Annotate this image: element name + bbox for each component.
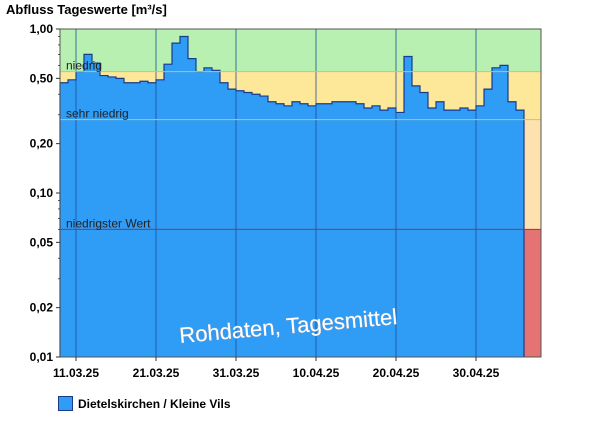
y-tick-label: 0,05: [30, 235, 54, 249]
legend-swatch: [58, 396, 73, 411]
band-label: sehr niedrig: [66, 107, 129, 121]
y-tick-label: 1,00: [30, 22, 54, 36]
x-tick-label: 21.03.25: [133, 366, 180, 380]
y-tick-label: 0,50: [30, 71, 54, 85]
chart-title: Abfluss Tageswerte [m³/s]: [6, 2, 167, 17]
x-tick-label: 10.04.25: [293, 366, 340, 380]
y-tick-label: 0,10: [30, 186, 54, 200]
y-tick-label: 0,02: [30, 301, 54, 315]
y-tick-label: 0,01: [30, 350, 54, 364]
x-tick-label: 20.04.25: [373, 366, 420, 380]
band-normal: [60, 29, 541, 72]
side-strip-lowest: [524, 229, 541, 357]
x-tick-label: 30.04.25: [453, 366, 500, 380]
x-tick-label: 11.03.25: [53, 366, 99, 380]
threshold-label: niedrigster Wert: [66, 216, 151, 230]
series-line: [59, 35, 525, 357]
y-tick-label: 0,20: [30, 137, 54, 151]
series-area: [60, 36, 524, 358]
side-strip-low: [524, 119, 541, 230]
band-label: niedrig: [66, 59, 102, 73]
legend: Dietelskirchen / Kleine Vils: [58, 396, 231, 411]
legend-label: Dietelskirchen / Kleine Vils: [78, 396, 231, 411]
x-tick-label: 31.03.25: [213, 366, 260, 380]
